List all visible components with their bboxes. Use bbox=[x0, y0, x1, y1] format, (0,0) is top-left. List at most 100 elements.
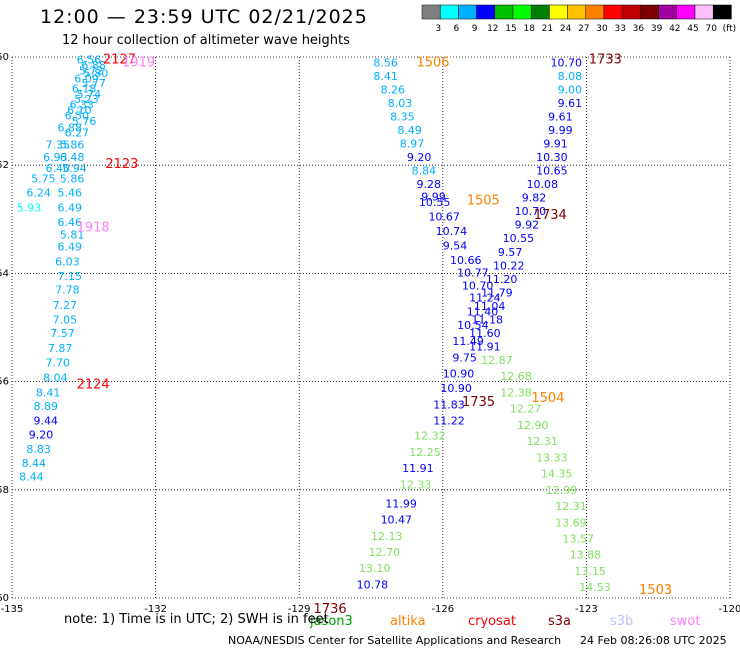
wave-height-value: 7.15 bbox=[57, 270, 81, 283]
wave-height-value: 11.40 bbox=[467, 305, 499, 318]
wave-height-value: 8.26 bbox=[381, 83, 406, 96]
wave-height-value: 13.69 bbox=[555, 516, 587, 529]
wave-height-value: 11.49 bbox=[452, 335, 484, 348]
wave-height-value: 11.99 bbox=[385, 497, 417, 510]
pass-time-label: 1919 bbox=[122, 55, 155, 70]
pass-time-label: 1506 bbox=[416, 55, 449, 70]
wave-height-value: 12.31 bbox=[527, 435, 559, 448]
lat-tick-label: -60 bbox=[0, 593, 9, 604]
wave-height-value: 8.49 bbox=[397, 124, 422, 137]
wave-height-value: 10.66 bbox=[450, 254, 482, 267]
colorbar-tick-label: 18 bbox=[523, 24, 535, 34]
wave-height-value: 11.60 bbox=[469, 327, 501, 340]
wave-height-value: 9.75 bbox=[452, 351, 477, 364]
wave-height-value: 9.57 bbox=[498, 246, 523, 259]
colorbar-tick-label: 15 bbox=[505, 24, 516, 34]
wave-height-value: 11.20 bbox=[486, 273, 518, 286]
wave-height-value: 10.78 bbox=[357, 578, 389, 591]
wave-height-value: 6.40 bbox=[46, 162, 71, 175]
pass-time-label: 1503 bbox=[639, 583, 672, 598]
wave-height-value: 10.55 bbox=[503, 232, 534, 245]
wave-height-value: 6.49 bbox=[57, 240, 81, 253]
wave-height-value: 5.86 bbox=[60, 173, 85, 186]
wave-height-value: 8.41 bbox=[36, 386, 61, 399]
wave-height-value: 8.44 bbox=[19, 470, 44, 483]
wave-height-value: 6.46 bbox=[57, 216, 81, 229]
colorbar-swatch bbox=[530, 4, 550, 20]
lat-tick-label: -54 bbox=[0, 268, 9, 279]
pass-time-label: 2127 bbox=[103, 53, 136, 68]
pass-time-label: 1734 bbox=[534, 208, 567, 223]
colorbar-tick-label: 21 bbox=[542, 24, 553, 34]
lat-tick-label: -56 bbox=[0, 377, 9, 388]
wave-height-value: 13.88 bbox=[570, 549, 602, 562]
wave-height-value: 7.57 bbox=[50, 327, 75, 340]
wave-height-value: 5.93 bbox=[17, 201, 42, 214]
wave-height-value: 6.27 bbox=[65, 127, 90, 140]
wave-height-value: 8.35 bbox=[390, 111, 415, 124]
wave-height-value: 11.24 bbox=[469, 292, 501, 305]
wave-height-value: 6.09 bbox=[74, 73, 99, 86]
wave-height-value: 13.33 bbox=[536, 451, 568, 464]
satellite-legend-entry: jason3 bbox=[309, 614, 353, 629]
wave-height-value: 13.15 bbox=[574, 565, 606, 578]
wave-height-value: 11.83 bbox=[433, 398, 465, 411]
wave-height-value: 12.32 bbox=[414, 430, 446, 443]
lon-tick-label: -123 bbox=[575, 604, 598, 615]
wave-height-value: 14.35 bbox=[541, 468, 573, 481]
wave-height-value: 7.05 bbox=[53, 313, 78, 326]
wave-height-value: 5.76 bbox=[72, 115, 97, 128]
wave-height-value: 10.30 bbox=[536, 151, 568, 164]
wave-height-value: 9.20 bbox=[407, 151, 432, 164]
wave-height-value: 8.08 bbox=[558, 70, 583, 83]
wave-height-value: 12.33 bbox=[400, 478, 432, 491]
wave-height-value: 9.54 bbox=[443, 239, 468, 252]
color-scale-bar: 3 6 9 12 15 18 21 24 27 30 33 36 39 42 45 70 (ft) bbox=[421, 4, 737, 34]
wave-height-value: 5.80 bbox=[84, 67, 109, 80]
wave-height-value: 6.88 bbox=[57, 121, 81, 134]
wave-height-value: 5.75 bbox=[31, 173, 56, 186]
wave-height-value: 6.56 bbox=[77, 54, 102, 67]
wave-height-value: 12.38 bbox=[500, 386, 532, 399]
wave-height-value: 13.57 bbox=[562, 532, 594, 545]
wave-height-value: 9.99 bbox=[548, 124, 573, 137]
colorbar-tick-label: 24 bbox=[560, 24, 572, 34]
wave-height-value: 13.10 bbox=[359, 562, 391, 575]
footnote: note: 1) Time is in UTC; 2) SWH is in fe… bbox=[64, 612, 329, 627]
wave-height-value: 9.44 bbox=[34, 415, 59, 428]
page-subtitle: 12 hour collection of altimeter wave hei… bbox=[62, 33, 350, 48]
wave-height-value: 8.04 bbox=[43, 371, 68, 384]
wave-height-value: 5.74 bbox=[77, 88, 102, 101]
wave-height-value: 9.20 bbox=[29, 429, 54, 442]
wave-height-value: 6.24 bbox=[26, 186, 51, 199]
wave-height-value: 9.61 bbox=[548, 111, 573, 124]
wave-height-value: 9.92 bbox=[515, 219, 540, 232]
wave-height-value: 8.97 bbox=[400, 138, 425, 151]
colorbar-tick-label: 45 bbox=[687, 24, 698, 34]
colorbar-tick-label: 42 bbox=[669, 24, 680, 34]
wave-height-value: 10.74 bbox=[436, 225, 468, 238]
pass-time-label: 1736 bbox=[314, 602, 347, 617]
wave-height-value: 10.22 bbox=[493, 259, 525, 272]
satellite-legend-entry: s3b bbox=[610, 614, 633, 629]
colorbar-swatch bbox=[494, 4, 514, 20]
wave-height-value: 8.89 bbox=[34, 400, 59, 413]
wave-height-value: 6.93 bbox=[43, 151, 68, 164]
wave-height-value: 9.00 bbox=[558, 83, 583, 96]
wave-height-value: 10.70 bbox=[462, 279, 494, 292]
wave-height-value: 6.10 bbox=[67, 104, 92, 117]
satellite-legend-entry: altika bbox=[390, 614, 426, 629]
colorbar-tick-label: (ft) bbox=[723, 24, 737, 34]
wave-height-value: 5.86 bbox=[60, 139, 85, 152]
wave-height-value: 11.91 bbox=[402, 462, 434, 475]
lon-tick-label: -135 bbox=[1, 604, 24, 615]
wave-height-value: 12.70 bbox=[369, 546, 401, 559]
wave-height-value: 5.77 bbox=[81, 77, 106, 90]
satellite-legend-entry: swot bbox=[670, 614, 700, 629]
wave-height-value: 12.99 bbox=[546, 484, 578, 497]
wave-height-value: 6.49 bbox=[57, 201, 81, 214]
wave-height-value: 10.08 bbox=[527, 178, 559, 191]
wave-height-value: 5.94 bbox=[62, 162, 86, 175]
